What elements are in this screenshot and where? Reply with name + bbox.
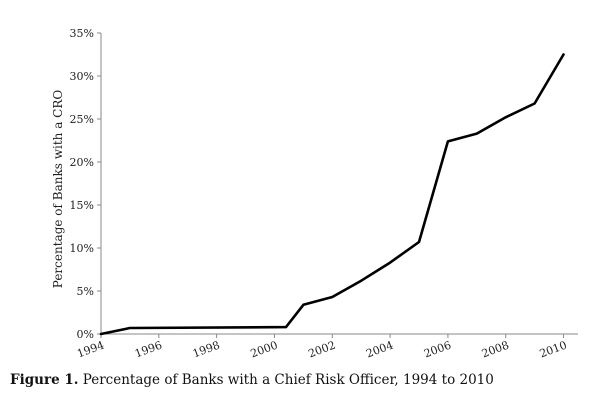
series-layer [99, 53, 565, 336]
x-tick-label: 2010 [538, 339, 569, 361]
data-point [562, 53, 565, 56]
line-chart: 0% 5% 10% 15% 20% 25% 30% 35% 1994 1996 1998 2000 2… [51, 27, 578, 361]
y-tick-label: 25% [70, 113, 94, 126]
y-tick-label: 10% [70, 242, 94, 255]
series-line [99, 53, 565, 336]
data-point [302, 303, 305, 306]
data-point [100, 333, 102, 335]
y-tick-label: 5% [77, 285, 94, 298]
x-tick-label: 2008 [480, 339, 511, 361]
data-point [447, 140, 449, 143]
y-tick-label: 20% [70, 156, 94, 169]
data-point [533, 102, 536, 105]
caption-text: Percentage of Banks with a Chief Risk Of… [82, 372, 494, 388]
y-axis-label: Percentage of Banks with a CRO [51, 90, 65, 289]
data-point [331, 296, 334, 298]
caption-label: Figure 1. [10, 372, 79, 388]
x-tick-label: 1998 [191, 339, 222, 361]
y-axis: 0% 5% 10% 15% 20% 25% 30% 35% [70, 27, 102, 341]
x-axis: 1994 1996 1998 2000 2002 2004 2006 2008 2010 [75, 333, 578, 361]
y-tick-label: 35% [70, 27, 94, 40]
data-point [285, 326, 287, 328]
x-tick-label: 2002 [307, 339, 338, 361]
x-tick-label: 1996 [133, 339, 164, 361]
data-point [389, 261, 391, 264]
data-point [476, 132, 478, 135]
x-tick-label: 2006 [422, 339, 453, 361]
x-tick-label: 2004 [364, 339, 395, 361]
data-point [504, 116, 507, 119]
x-tick-label: 1994 [75, 339, 106, 361]
x-tick-label: 2000 [249, 339, 280, 361]
y-tick-label: 15% [70, 199, 94, 212]
data-point [418, 241, 420, 243]
y-tick-label: 0% [77, 328, 94, 341]
data-point [129, 327, 131, 329]
y-tick-label: 30% [70, 70, 94, 83]
data-point [360, 279, 362, 282]
figure-caption: Figure 1. Percentage of Banks with a Chi… [10, 372, 600, 388]
